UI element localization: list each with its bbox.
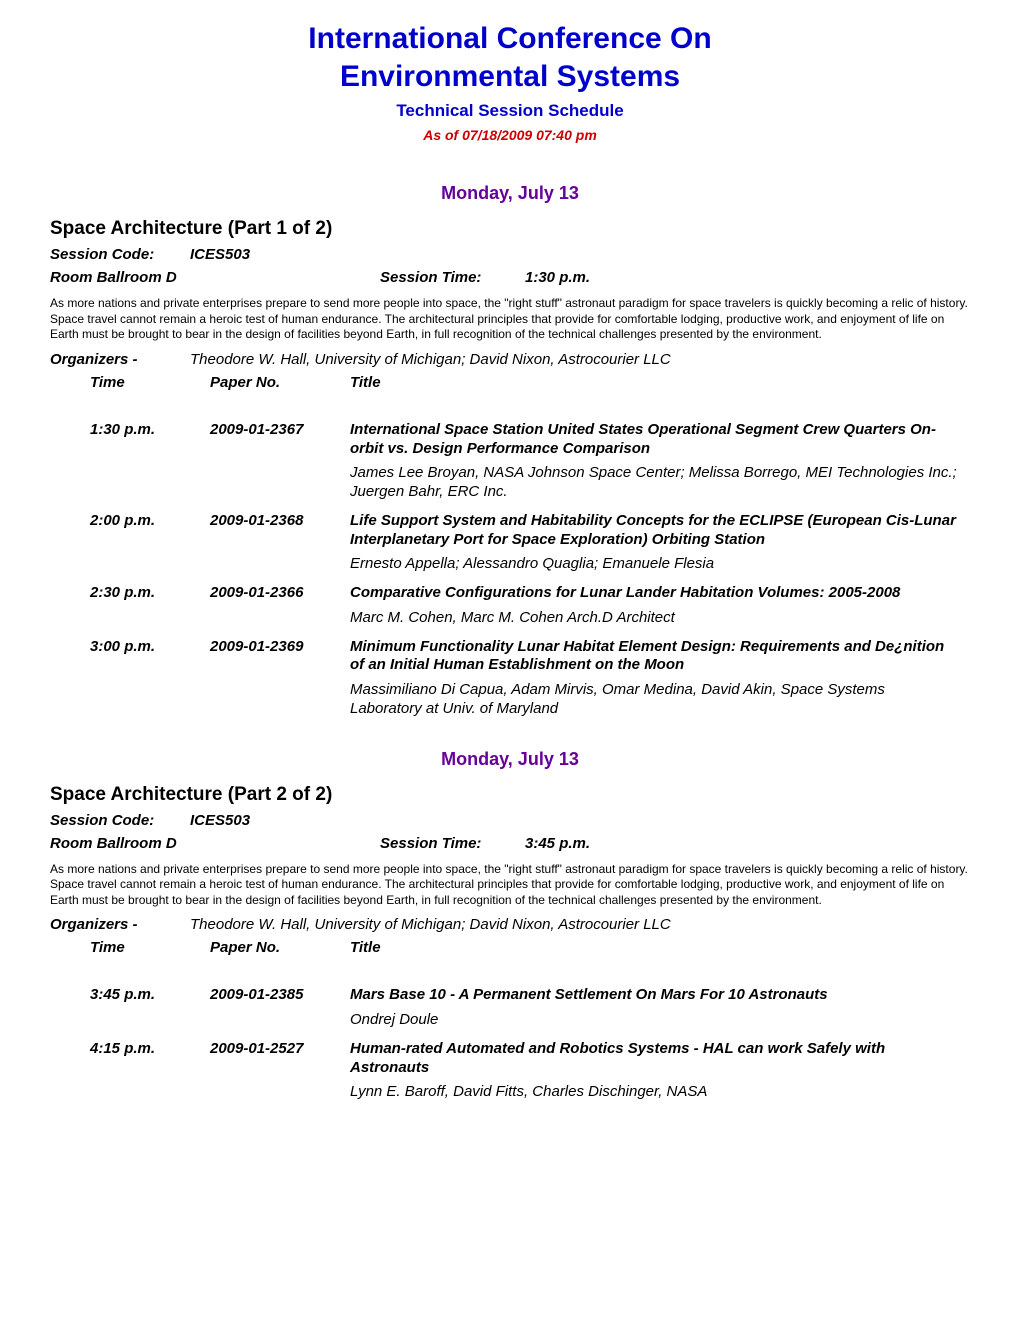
paper-authors: Ernesto Appella; Alessandro Quaglia; Ema… — [350, 555, 970, 574]
paper-title: Human-rated Automated and Robotics Syste… — [350, 1040, 970, 1078]
session-code-label: Session Code: — [50, 246, 190, 263]
session-time-label: Session Time: — [380, 269, 525, 286]
col-head-paper: Paper No. — [210, 374, 350, 391]
paper-row: 1:30 p.m.2009-01-2367International Space… — [50, 421, 970, 459]
subtitle: Technical Session Schedule — [50, 101, 970, 121]
paper-authors: Ondrej Doule — [350, 1011, 970, 1030]
col-head-paper: Paper No. — [210, 939, 350, 956]
paper-row: 4:15 p.m.2009-01-2527Human-rated Automat… — [50, 1040, 970, 1078]
paper-authors: Massimiliano Di Capua, Adam Mirvis, Omar… — [350, 681, 970, 719]
spacer — [50, 460, 350, 502]
paper-number: 2009-01-2366 — [210, 584, 350, 603]
spacer — [50, 1079, 350, 1102]
main-title: International Conference On Environmenta… — [50, 20, 970, 95]
session-title: Space Architecture (Part 1 of 2) — [50, 218, 970, 240]
as-of-line: As of 07/18/2009 07:40 pm — [50, 127, 970, 143]
spacer — [50, 605, 350, 628]
date-heading: Monday, July 13 — [50, 183, 970, 204]
paper-time: 3:45 p.m. — [50, 986, 210, 1005]
session-code-value: ICES503 — [190, 246, 250, 263]
paper-title: International Space Station United State… — [350, 421, 970, 459]
column-headers: TimePaper No.Title — [50, 374, 970, 391]
session-time-value: 1:30 p.m. — [525, 269, 590, 286]
paper-number: 2009-01-2385 — [210, 986, 350, 1005]
paper-authors-row: Ondrej Doule — [50, 1007, 970, 1030]
title-line-1: International Conference On — [308, 22, 711, 55]
paper-number: 2009-01-2367 — [210, 421, 350, 459]
organizers-row: Organizers -Theodore W. Hall, University… — [50, 351, 970, 368]
col-head-time: Time — [50, 374, 210, 391]
session-time-label: Session Time: — [380, 835, 525, 852]
spacer — [50, 1007, 350, 1030]
session-code-row: Session Code:ICES503 — [50, 812, 970, 829]
paper-time: 1:30 p.m. — [50, 421, 210, 459]
paper-authors-row: Marc M. Cohen, Marc M. Cohen Arch.D Arch… — [50, 605, 970, 628]
paper-title: Mars Base 10 - A Permanent Settlement On… — [350, 986, 970, 1005]
paper-row: 2:30 p.m.2009-01-2366Comparative Configu… — [50, 584, 970, 603]
session-block: Monday, July 13 Space Architecture (Part … — [50, 749, 970, 1103]
paper-authors-row: Ernesto Appella; Alessandro Quaglia; Ema… — [50, 551, 970, 574]
paper-time: 2:00 p.m. — [50, 512, 210, 550]
col-head-title: Title — [350, 939, 970, 956]
room-time-row: Room Ballroom DSession Time:3:45 p.m. — [50, 835, 970, 852]
paper-row: 3:45 p.m.2009-01-2385Mars Base 10 - A Pe… — [50, 986, 970, 1005]
session-code-label: Session Code: — [50, 812, 190, 829]
room-value: Room Ballroom D — [50, 269, 380, 286]
spacer — [50, 677, 350, 719]
paper-title: Comparative Configurations for Lunar Lan… — [350, 584, 970, 603]
organizers-value: Theodore W. Hall, University of Michigan… — [190, 351, 671, 368]
paper-authors-row: Lynn E. Baroff, David Fitts, Charles Dis… — [50, 1079, 970, 1102]
paper-time: 3:00 p.m. — [50, 638, 210, 676]
paper-authors-row: James Lee Broyan, NASA Johnson Space Cen… — [50, 460, 970, 502]
session-block: Monday, July 13 Space Architecture (Part … — [50, 183, 970, 719]
organizers-row: Organizers -Theodore W. Hall, University… — [50, 916, 970, 933]
session-description: As more nations and private enterprises … — [50, 862, 970, 909]
paper-authors: Marc M. Cohen, Marc M. Cohen Arch.D Arch… — [350, 609, 970, 628]
organizers-value: Theodore W. Hall, University of Michigan… — [190, 916, 671, 933]
paper-title: Minimum Functionality Lunar Habitat Elem… — [350, 638, 970, 676]
paper-number: 2009-01-2527 — [210, 1040, 350, 1078]
paper-time: 4:15 p.m. — [50, 1040, 210, 1078]
col-head-title: Title — [350, 374, 970, 391]
paper-time: 2:30 p.m. — [50, 584, 210, 603]
room-value: Room Ballroom D — [50, 835, 380, 852]
paper-title: Life Support System and Habitability Con… — [350, 512, 970, 550]
column-headers: TimePaper No.Title — [50, 939, 970, 956]
organizers-label: Organizers - — [50, 916, 190, 933]
paper-authors: Lynn E. Baroff, David Fitts, Charles Dis… — [350, 1083, 970, 1102]
paper-number: 2009-01-2369 — [210, 638, 350, 676]
col-head-time: Time — [50, 939, 210, 956]
paper-number: 2009-01-2368 — [210, 512, 350, 550]
session-title: Space Architecture (Part 2 of 2) — [50, 784, 970, 806]
paper-row: 3:00 p.m.2009-01-2369Minimum Functionali… — [50, 638, 970, 676]
title-line-2: Environmental Systems — [340, 60, 680, 93]
session-description: As more nations and private enterprises … — [50, 296, 970, 343]
paper-authors-row: Massimiliano Di Capua, Adam Mirvis, Omar… — [50, 677, 970, 719]
date-heading: Monday, July 13 — [50, 749, 970, 770]
sessions-container: Monday, July 13 Space Architecture (Part … — [50, 183, 970, 1102]
room-time-row: Room Ballroom DSession Time:1:30 p.m. — [50, 269, 970, 286]
organizers-label: Organizers - — [50, 351, 190, 368]
session-code-value: ICES503 — [190, 812, 250, 829]
paper-row: 2:00 p.m.2009-01-2368Life Support System… — [50, 512, 970, 550]
paper-authors: James Lee Broyan, NASA Johnson Space Cen… — [350, 464, 970, 502]
session-code-row: Session Code:ICES503 — [50, 246, 970, 263]
session-time-value: 3:45 p.m. — [525, 835, 590, 852]
spacer — [50, 551, 350, 574]
